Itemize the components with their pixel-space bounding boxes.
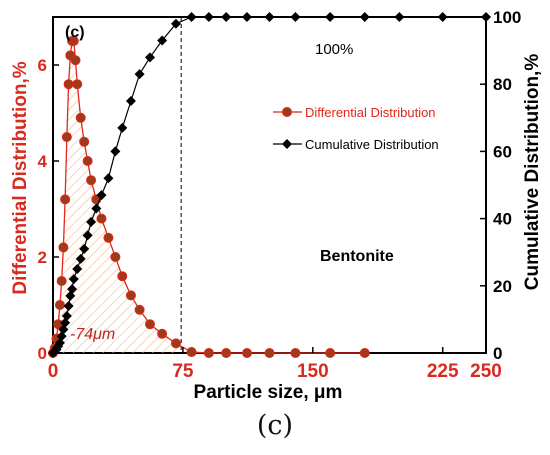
cumulative-point <box>144 52 155 63</box>
differential-point <box>170 338 181 349</box>
legend-cumulative-marker <box>282 139 292 149</box>
right-y-tick-label: 60 <box>493 142 512 161</box>
left-y-tick-label: 4 <box>38 152 48 171</box>
cumulative-point <box>67 284 78 295</box>
cumulative-point <box>110 146 121 157</box>
differential-point <box>203 348 214 358</box>
cumulative-point <box>82 230 93 241</box>
x-tick-labels: 0 75 150 225 250 <box>48 361 502 382</box>
x-tick-label: 225 <box>427 361 459 382</box>
differential-point <box>70 55 81 66</box>
differential-point <box>264 348 275 358</box>
differential-point <box>54 300 65 310</box>
cumulative-point <box>325 12 336 22</box>
left-y-tick-labels: 0 2 4 6 <box>38 56 48 363</box>
cumulative-point <box>56 331 67 342</box>
differential-point <box>86 175 97 186</box>
cumulative-point <box>394 12 405 22</box>
cumulative-series-markers <box>48 12 491 358</box>
right-y-tick-label: 20 <box>493 277 512 296</box>
x-axis-label: Particle size, μm <box>194 382 343 403</box>
differential-point <box>56 276 67 286</box>
x-tick-label: 75 <box>172 361 194 382</box>
under-74-fraction-area <box>53 41 182 353</box>
left-y-tick-label: 2 <box>38 248 47 267</box>
cumulative-point <box>134 69 145 80</box>
differential-point <box>79 136 90 147</box>
right-y-tick-label: 0 <box>493 344 502 363</box>
differential-point <box>96 213 107 224</box>
cumulative-point <box>437 12 448 22</box>
cumulative-point <box>264 12 275 22</box>
legend-differential-marker <box>282 107 292 117</box>
differential-point <box>241 348 252 358</box>
differential-point <box>125 290 136 301</box>
cumulative-point <box>241 12 252 22</box>
differential-point <box>61 132 72 142</box>
differential-point <box>110 252 121 262</box>
differential-point <box>144 319 155 330</box>
axis-ticks <box>52 16 487 354</box>
differential-point <box>325 348 336 358</box>
differential-point <box>72 79 83 90</box>
cumulative-point <box>359 12 370 22</box>
differential-point <box>134 304 145 315</box>
right-y-tick-label: 100 <box>493 8 521 27</box>
x-tick-label: 0 <box>48 361 59 382</box>
differential-point <box>186 347 197 358</box>
differential-point <box>103 232 114 243</box>
differential-point <box>290 348 301 358</box>
differential-point <box>82 156 93 166</box>
right-y-tick-label: 40 <box>493 210 512 229</box>
right-y-tick-label: 80 <box>493 75 512 94</box>
cumulative-point <box>86 216 97 227</box>
cumulative-point <box>157 35 168 46</box>
differential-point <box>221 348 232 358</box>
figure-caption: (c) <box>256 410 294 441</box>
cumulative-point <box>290 12 301 22</box>
cumulative-point <box>75 253 86 264</box>
left-y-tick-label: 0 <box>38 344 47 363</box>
legend: Differential Distribution Cumulative Dis… <box>273 105 439 152</box>
differential-point <box>63 79 74 90</box>
cumulative-point <box>91 203 102 214</box>
cumulative-point <box>103 173 114 184</box>
differential-point <box>60 194 71 205</box>
cumulative-point <box>72 264 83 274</box>
differential-point <box>58 242 69 253</box>
differential-point <box>75 112 86 123</box>
cumulative-point <box>79 243 90 254</box>
left-y-axis-label: Differential Distribution,% <box>10 61 31 294</box>
cumulative-point <box>96 190 107 201</box>
cumulative-point <box>61 311 72 322</box>
cumulative-point <box>203 12 214 22</box>
cumulative-point <box>186 12 197 22</box>
panel-label: (c) <box>65 24 85 41</box>
legend-cumulative-label: Cumulative Distribution <box>305 137 439 152</box>
cumulative-point <box>63 300 74 311</box>
cumulative-point <box>117 122 128 133</box>
material-label: Bentonite <box>320 248 394 265</box>
cumulative-point <box>125 96 136 106</box>
cumulative-point <box>221 12 232 22</box>
legend-differential-label: Differential Distribution <box>305 105 436 120</box>
fraction-annotation: -74μm <box>70 326 115 343</box>
differential-point <box>359 348 370 358</box>
differential-point <box>117 271 128 282</box>
percent-annotation: 100% <box>315 41 353 58</box>
right-y-axis-label: Cumulative Distribution,% <box>522 54 543 291</box>
cumulative-point <box>170 18 181 29</box>
differential-point <box>157 328 168 339</box>
cumulative-point <box>68 274 79 285</box>
x-tick-label: 250 <box>470 361 502 382</box>
right-y-tick-labels: 0 20 40 60 80 100 <box>493 8 521 363</box>
left-y-tick-label: 6 <box>38 56 47 75</box>
differential-point <box>68 36 79 46</box>
x-tick-label: 150 <box>297 361 329 382</box>
